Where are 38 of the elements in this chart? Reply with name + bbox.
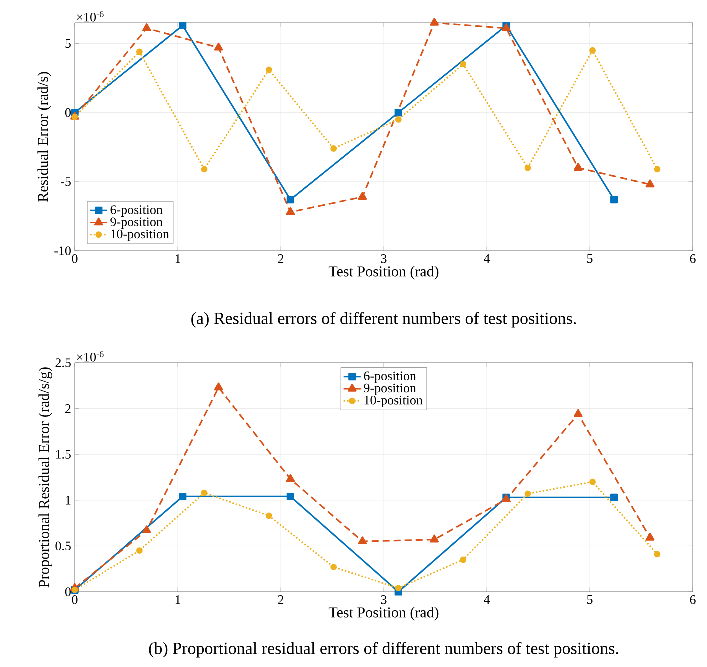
x-tick-label: 5 — [588, 254, 593, 264]
x-tick-label: 5 — [588, 596, 593, 604]
y-tick-label: 2 — [66, 404, 71, 414]
y-tick-label: 0 — [65, 588, 71, 596]
x-tick-label: 2 — [278, 596, 284, 604]
y-tick-label: -5 — [61, 178, 71, 186]
x-axis-title: Test Position (rad) — [328, 607, 439, 621]
legend-label: 10-position — [364, 396, 423, 408]
x-tick-label: 3 — [381, 596, 387, 604]
x-tick-label: 4 — [484, 596, 490, 604]
legend-label: 6-position — [364, 372, 416, 384]
x-tick-label: 6 — [690, 254, 696, 264]
text: (b) Proportional residual errors of different numbers of test positions. — [149, 642, 618, 658]
legend-label: 9-position — [364, 384, 416, 396]
y-tick-label: 0 — [65, 108, 71, 118]
text: ×10$^{-6}$ — [77, 351, 104, 362]
y-tick-label: 1 — [66, 496, 71, 505]
x-tick-label: 0 — [72, 254, 78, 264]
x-tick-label: 4 — [484, 254, 490, 264]
x-tick-label: 6 — [690, 596, 696, 604]
y-tick-label: 5 — [66, 39, 71, 48]
y-tick-label: -10 — [54, 246, 71, 256]
x-tick-label: 3 — [381, 254, 387, 264]
x-tick-label: 2 — [278, 254, 284, 264]
legend-label: 10-position — [111, 230, 170, 242]
legend-label: 6-position — [110, 206, 163, 217]
x-axis-title: Test Position (rad) — [328, 266, 439, 280]
y-axis-title: Proportional Residual Error (rad/s/g) — [38, 368, 52, 588]
y-tick-label: 2.5 — [56, 358, 71, 368]
legend-label: 9-position — [110, 218, 163, 230]
y-tick-label: 1.5 — [56, 450, 71, 459]
x-tick-label: 1 — [176, 596, 180, 604]
x-tick-label: 0 — [72, 596, 78, 604]
text: (a) Residual errors of different numbers of test positions. — [192, 312, 576, 328]
y-tick-label: 0.5 — [56, 542, 71, 551]
y-axis-title: Residual Error (rad/s) — [38, 72, 52, 202]
text: ×10$^{-6}$ — [77, 11, 104, 22]
x-tick-label: 1 — [176, 254, 180, 264]
